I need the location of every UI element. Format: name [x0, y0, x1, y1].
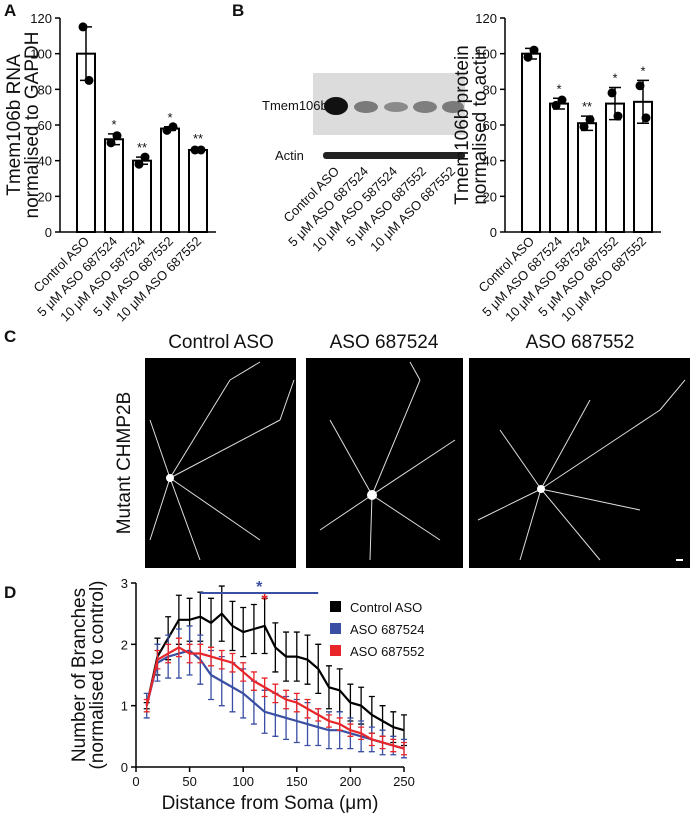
significance: * — [262, 592, 269, 609]
data-point — [551, 100, 561, 110]
data-point — [78, 22, 88, 32]
panel-label: C — [4, 327, 16, 346]
y-tick-label: 80 — [38, 82, 52, 97]
significance: * — [111, 117, 116, 132]
y-tick-label: 2 — [121, 637, 128, 652]
x-tick-label: 50 — [182, 774, 196, 789]
y-tick-label: 0 — [490, 225, 497, 240]
legend-swatch — [330, 601, 341, 612]
y-tick-label: 120 — [30, 11, 52, 26]
significance: ** — [193, 131, 203, 146]
data-point — [168, 122, 178, 132]
significance: * — [556, 81, 561, 96]
y-axis-label: Number of Branches — [69, 588, 90, 762]
legend-swatch — [330, 623, 341, 634]
data-point — [134, 159, 144, 169]
row-label: Mutant CHMP2B — [114, 392, 135, 535]
data-point — [84, 75, 94, 85]
y-axis-label: normalised to GAPDH — [22, 32, 43, 219]
bar — [577, 122, 597, 233]
blot-label: Actin — [275, 148, 304, 163]
y-tick-label: 40 — [483, 154, 497, 169]
panel-label: B — [232, 1, 244, 20]
x-tick-label: 250 — [393, 774, 415, 789]
legend-swatch — [330, 645, 341, 656]
blot-band — [323, 152, 465, 159]
y-tick-label: 60 — [38, 118, 52, 133]
data-point — [196, 145, 206, 155]
x-tick-label: 0 — [132, 774, 139, 789]
y-tick-label: 0 — [121, 760, 128, 775]
significance: * — [256, 579, 263, 596]
y-tick-label: 0 — [45, 225, 52, 240]
micrograph-title: Control ASO — [168, 332, 274, 353]
significance: * — [612, 71, 617, 86]
significance: * — [640, 63, 645, 78]
y-tick-label: 20 — [38, 189, 52, 204]
y-tick-label: 1 — [121, 699, 128, 714]
bar — [132, 159, 152, 234]
bar — [549, 102, 569, 233]
micrograph-title: ASO 687552 — [526, 332, 635, 353]
x-tick-label: 200 — [340, 774, 362, 789]
y-tick-label: 60 — [483, 118, 497, 133]
y-tick-label: 100 — [475, 47, 497, 62]
data-point — [579, 122, 589, 132]
y-axis-label: Tmem106b RNA — [4, 54, 25, 196]
data-point — [613, 111, 623, 121]
data-point — [529, 45, 539, 55]
legend-label: ASO 687524 — [350, 622, 424, 637]
data-point — [607, 88, 617, 98]
data-point — [523, 52, 533, 62]
data-point — [635, 81, 645, 91]
blot-label: Tmem106b — [262, 98, 328, 113]
data-point — [106, 138, 116, 148]
series-line — [145, 646, 405, 750]
bar — [104, 138, 124, 233]
micrograph-title: ASO 687524 — [330, 332, 439, 353]
legend-label: Control ASO — [350, 600, 422, 615]
micrograph — [145, 358, 296, 568]
y-tick-label: 80 — [483, 82, 497, 97]
blot-band — [354, 101, 378, 113]
blot-band — [324, 97, 348, 115]
data-point — [140, 152, 150, 162]
significance: ** — [137, 140, 147, 155]
micrograph — [306, 358, 463, 568]
blot-band — [413, 101, 437, 113]
y-axis-label: (normalised to control) — [87, 580, 108, 769]
legend-label: ASO 687552 — [350, 644, 424, 659]
y-tick-label: 3 — [121, 576, 128, 591]
y-axis-label: normalised to actin — [470, 45, 491, 204]
x-tick-label: 150 — [286, 774, 308, 789]
blot-band — [442, 101, 464, 113]
x-axis-label: Distance from Soma (μm) — [162, 793, 379, 814]
bar — [160, 127, 180, 233]
bar — [605, 102, 625, 233]
y-tick-label: 100 — [30, 47, 52, 62]
blot-band — [384, 102, 408, 112]
bar — [188, 148, 208, 233]
y-tick-label: 120 — [475, 11, 497, 26]
data-point — [112, 131, 122, 141]
data-point — [641, 113, 651, 123]
significance: ** — [582, 99, 592, 114]
y-axis-label: Tmem106b protein — [452, 45, 473, 204]
series-line — [145, 612, 405, 732]
x-tick-label: 100 — [232, 774, 254, 789]
y-tick-label: 20 — [483, 189, 497, 204]
data-point — [585, 115, 595, 125]
panel-label: A — [4, 1, 16, 20]
micrograph — [469, 358, 690, 568]
data-point — [557, 95, 567, 105]
bar — [521, 52, 541, 233]
y-tick-label: 40 — [38, 154, 52, 169]
panel-label: D — [4, 583, 16, 602]
significance: * — [167, 110, 172, 125]
